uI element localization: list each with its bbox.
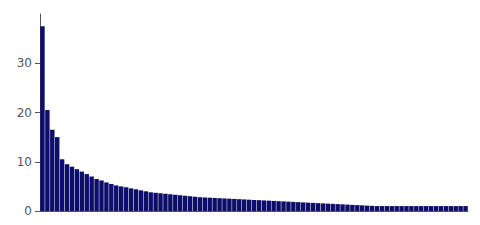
svg-text:20: 20 [17, 106, 32, 120]
svg-text:0: 0 [24, 204, 32, 218]
svg-text:30: 30 [17, 56, 32, 70]
svg-text:10: 10 [17, 155, 32, 169]
